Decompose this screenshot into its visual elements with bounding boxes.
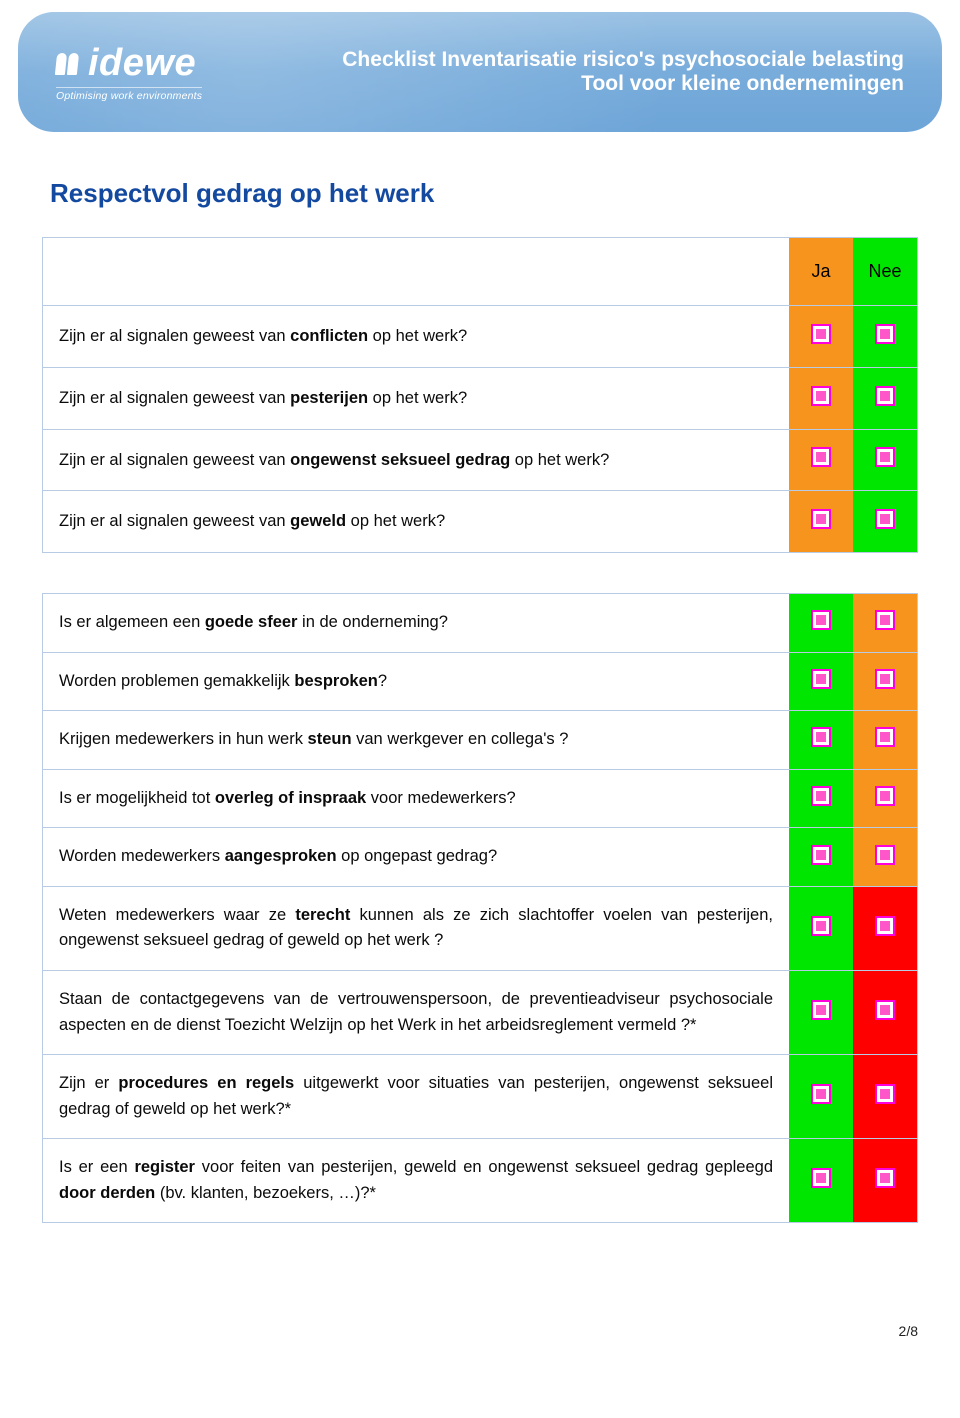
table2-ja-cell bbox=[789, 653, 853, 712]
table1-nee-cell bbox=[853, 430, 917, 492]
checkbox-icon[interactable] bbox=[875, 1000, 895, 1020]
table1-ja-cell bbox=[789, 306, 853, 368]
table2-question: Is er algemeen een goede sfeer in de ond… bbox=[43, 594, 789, 653]
checklist-table-2: Is er algemeen een goede sfeer in de ond… bbox=[42, 593, 918, 1223]
checkbox-icon[interactable] bbox=[875, 386, 895, 406]
table1-nee-cell bbox=[853, 368, 917, 430]
table2-question: Staan de contactgegevens van de vertrouw… bbox=[43, 971, 789, 1055]
checkbox-icon[interactable] bbox=[811, 1168, 831, 1188]
checkbox-icon[interactable] bbox=[875, 509, 895, 529]
table1-ja-cell bbox=[789, 491, 853, 552]
table1-ja-cell bbox=[789, 368, 853, 430]
checkbox-icon[interactable] bbox=[875, 669, 895, 689]
table2-ja-cell bbox=[789, 887, 853, 971]
table1-question: Zijn er al signalen geweest van conflict… bbox=[43, 306, 789, 368]
table2-ja-cell bbox=[789, 1055, 853, 1139]
logo-block: idewe Optimising work environments bbox=[56, 42, 202, 102]
checkbox-icon[interactable] bbox=[811, 916, 831, 936]
checkbox-icon[interactable] bbox=[875, 610, 895, 630]
checkbox-icon[interactable] bbox=[875, 1084, 895, 1104]
checkbox-icon[interactable] bbox=[811, 509, 831, 529]
header-title-line1: Checklist Inventarisatie risico's psycho… bbox=[342, 48, 904, 72]
header-title: Checklist Inventarisatie risico's psycho… bbox=[342, 48, 904, 96]
table2-question: Worden medewerkers aangesproken op ongep… bbox=[43, 828, 789, 887]
table2-nee-cell bbox=[853, 770, 917, 829]
table1-header-ja: Ja bbox=[789, 238, 853, 306]
table2-nee-cell bbox=[853, 1139, 917, 1222]
table1-question: Zijn er al signalen geweest van geweld o… bbox=[43, 491, 789, 552]
checkbox-icon[interactable] bbox=[811, 669, 831, 689]
checkbox-icon[interactable] bbox=[875, 786, 895, 806]
table2-question: Worden problemen gemakkelijk besproken? bbox=[43, 653, 789, 712]
checkbox-icon[interactable] bbox=[811, 386, 831, 406]
checkbox-icon[interactable] bbox=[875, 845, 895, 865]
table2-ja-cell bbox=[789, 770, 853, 829]
table1-header-nee: Nee bbox=[853, 238, 917, 306]
logo-tagline: Optimising work environments bbox=[56, 87, 202, 102]
checkbox-icon[interactable] bbox=[811, 1084, 831, 1104]
table2-question: Krijgen medewerkers in hun werk steun va… bbox=[43, 711, 789, 770]
checkbox-icon[interactable] bbox=[875, 916, 895, 936]
checkbox-icon[interactable] bbox=[811, 324, 831, 344]
header-banner: idewe Optimising work environments Check… bbox=[18, 12, 942, 132]
table2-ja-cell bbox=[789, 594, 853, 653]
logo-glyph-icon bbox=[56, 53, 78, 75]
page-number: 2/8 bbox=[0, 1263, 960, 1359]
checkbox-icon[interactable] bbox=[811, 727, 831, 747]
table2-nee-cell bbox=[853, 971, 917, 1055]
table2-nee-cell bbox=[853, 711, 917, 770]
table2-nee-cell bbox=[853, 887, 917, 971]
table2-ja-cell bbox=[789, 828, 853, 887]
checkbox-icon[interactable] bbox=[811, 610, 831, 630]
table2-question: Is er mogelijkheid tot overleg of inspra… bbox=[43, 770, 789, 829]
table2-ja-cell bbox=[789, 711, 853, 770]
table2-ja-cell bbox=[789, 971, 853, 1055]
table2-nee-cell bbox=[853, 1055, 917, 1139]
checkbox-icon[interactable] bbox=[811, 1000, 831, 1020]
checkbox-icon[interactable] bbox=[875, 447, 895, 467]
table1-nee-cell bbox=[853, 306, 917, 368]
table2-question: Zijn er procedures en regels uitgewerkt … bbox=[43, 1055, 789, 1139]
checkbox-icon[interactable] bbox=[811, 786, 831, 806]
table2-ja-cell bbox=[789, 1139, 853, 1222]
table1-ja-cell bbox=[789, 430, 853, 492]
logo-name: idewe bbox=[88, 42, 196, 85]
table2-nee-cell bbox=[853, 828, 917, 887]
table1-nee-cell bbox=[853, 491, 917, 552]
checklist-table-1: JaNee Zijn er al signalen geweest van con… bbox=[42, 237, 918, 553]
table2-question: Weten medewerkers waar ze terecht kunnen… bbox=[43, 887, 789, 971]
table1-question: Zijn er al signalen geweest van pesterij… bbox=[43, 368, 789, 430]
checkbox-icon[interactable] bbox=[875, 727, 895, 747]
table2-nee-cell bbox=[853, 653, 917, 712]
section-title: Respectvol gedrag op het werk bbox=[50, 178, 918, 209]
table2-question: Is er een register voor feiten van peste… bbox=[43, 1139, 789, 1222]
header-title-line2: Tool voor kleine ondernemingen bbox=[342, 72, 904, 96]
table1-blank-header bbox=[43, 238, 789, 306]
checkbox-icon[interactable] bbox=[875, 1168, 895, 1188]
checkbox-icon[interactable] bbox=[811, 447, 831, 467]
checkbox-icon[interactable] bbox=[875, 324, 895, 344]
checkbox-icon[interactable] bbox=[811, 845, 831, 865]
table1-question: Zijn er al signalen geweest van ongewens… bbox=[43, 430, 789, 492]
table2-nee-cell bbox=[853, 594, 917, 653]
